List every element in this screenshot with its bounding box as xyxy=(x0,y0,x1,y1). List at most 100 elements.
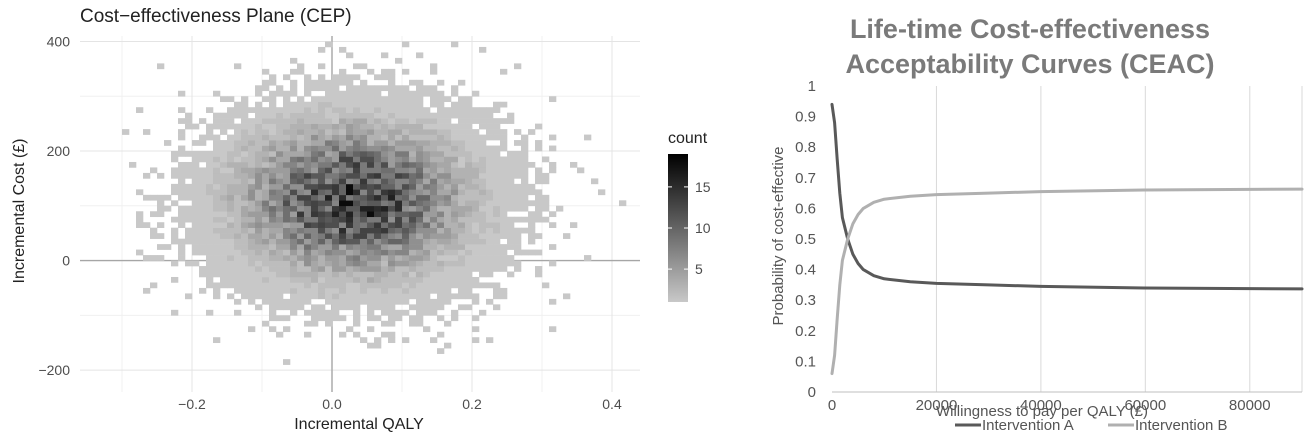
cep-bin xyxy=(199,271,207,278)
cep-bin xyxy=(374,112,382,119)
cep-bin xyxy=(395,293,403,300)
cep-bin xyxy=(486,222,494,228)
cep-bin xyxy=(458,112,466,119)
cep-bin xyxy=(318,140,326,146)
cep-bin xyxy=(388,118,396,124)
cep-bin xyxy=(213,156,221,163)
cep-bin xyxy=(416,320,424,327)
cep-bin xyxy=(304,129,312,135)
cep-bin xyxy=(381,238,389,245)
cep-bin xyxy=(171,151,179,157)
cep-bin xyxy=(374,298,382,305)
cep-bin xyxy=(241,134,249,141)
cep-bin xyxy=(346,183,354,190)
cep-bin xyxy=(255,266,263,272)
cep-bin xyxy=(325,282,333,289)
cep-bin xyxy=(465,238,473,245)
cep-bin xyxy=(269,276,277,283)
cep-bin xyxy=(283,161,291,168)
cep-bin xyxy=(416,304,424,311)
cep-bin xyxy=(192,222,200,228)
cep-bin xyxy=(227,238,235,245)
cep-bin xyxy=(283,326,291,333)
cep-bin xyxy=(283,140,291,146)
cep-bin xyxy=(472,129,480,135)
cep-bin xyxy=(332,123,340,130)
cep-bin xyxy=(367,293,375,300)
cep-bin xyxy=(486,260,494,267)
cep-bin xyxy=(444,249,452,256)
cep-bin xyxy=(423,129,431,135)
cep-bin xyxy=(171,189,179,196)
cep-bin xyxy=(304,200,312,207)
cep-bin xyxy=(178,129,186,135)
cep-bin xyxy=(528,183,536,190)
cep-bin xyxy=(241,287,249,294)
cep-bin xyxy=(318,205,326,212)
cep-bin xyxy=(143,129,151,135)
cep-y-tick-label: 400 xyxy=(47,33,71,49)
cep-bin xyxy=(507,205,515,212)
cep-bin xyxy=(304,151,312,157)
cep-bin xyxy=(458,205,466,212)
cep-bin xyxy=(178,205,186,212)
cep-bin xyxy=(346,85,354,92)
cep-bin xyxy=(262,287,270,294)
cep-bin xyxy=(290,129,298,135)
cep-bin xyxy=(227,112,235,119)
cep-bin xyxy=(444,107,452,113)
cep-bin xyxy=(199,211,207,218)
cep-bin xyxy=(346,266,354,272)
cep-bin xyxy=(255,129,263,135)
cep-bin xyxy=(528,211,536,218)
cep-bin xyxy=(472,172,480,179)
cep-bin xyxy=(290,249,298,256)
cep-bin xyxy=(255,112,263,119)
cep-bin xyxy=(255,271,263,278)
cep-bin xyxy=(171,216,179,223)
cep-bin xyxy=(255,222,263,228)
cep-bin xyxy=(465,222,473,228)
cep-bin xyxy=(255,194,263,201)
cep-bin xyxy=(304,112,312,119)
cep-bin xyxy=(584,255,592,261)
cep-bin xyxy=(339,79,347,86)
cep-bin xyxy=(430,194,438,201)
cep-bin xyxy=(374,244,382,250)
cep-bin xyxy=(423,178,431,185)
cep-bin xyxy=(430,68,438,75)
cep-bin xyxy=(388,293,396,300)
cep-bin xyxy=(220,96,228,103)
cep-bin xyxy=(514,194,522,201)
cep-bin xyxy=(234,271,242,278)
cep-bin xyxy=(451,233,459,239)
cep-bin xyxy=(360,194,368,201)
cep-bin xyxy=(346,205,354,212)
ceac-y-tick-label: 1 xyxy=(808,78,816,95)
cep-bin xyxy=(269,167,277,174)
cep-bin xyxy=(248,200,256,207)
cep-bin xyxy=(311,96,319,103)
cep-bin xyxy=(465,260,473,267)
cep-bin xyxy=(388,266,396,272)
cep-bin xyxy=(283,172,291,179)
cep-bin xyxy=(255,189,263,196)
cep-bin xyxy=(367,266,375,272)
cep-bin xyxy=(178,211,186,218)
cep-bin xyxy=(381,74,389,81)
cep-bin xyxy=(472,211,480,218)
cep-bin xyxy=(472,118,480,124)
cep-bin xyxy=(416,227,424,234)
cep-bin xyxy=(451,134,459,141)
cep-bin xyxy=(430,266,438,272)
cep-bin xyxy=(283,287,291,294)
cep-bin xyxy=(227,260,235,267)
cep-bin xyxy=(388,123,396,130)
cep-bin xyxy=(395,276,403,283)
cep-bin xyxy=(283,156,291,163)
cep-bin xyxy=(262,271,270,278)
cep-bin xyxy=(409,183,417,190)
ceac-x-tick-label: 60000 xyxy=(1124,397,1166,414)
cep-bin xyxy=(360,282,368,289)
cep-bin xyxy=(213,227,221,234)
